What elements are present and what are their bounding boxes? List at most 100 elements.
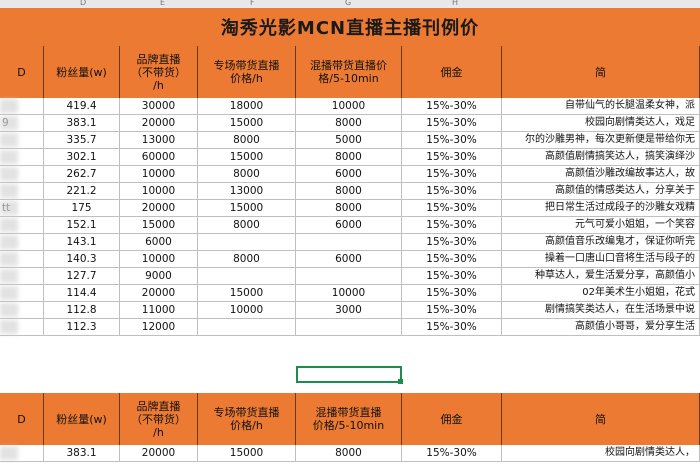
cell-fans[interactable]: 112.8 [44,302,120,318]
header-brand-live[interactable]: 品牌直播 （不带货）/h [120,393,198,445]
cell-special[interactable]: 8000 [198,217,296,233]
cell-name[interactable] [0,149,44,165]
cell-name[interactable] [0,183,44,199]
cell-desc[interactable]: 尔的沙雕男神，每次更新便是带给你无 [502,132,700,148]
cell-brand[interactable]: 60000 [120,149,198,165]
cell-mixed[interactable]: 10000 [296,285,402,301]
cell-desc[interactable]: 高颜值的情感类达人，分享关于 [502,183,700,199]
cell-brand[interactable]: 10000 [120,183,198,199]
cell-brand[interactable]: 10000 [120,166,198,182]
cell-commission[interactable]: 15%-30% [402,268,502,284]
cell-name[interactable] [0,166,44,182]
cell-fans[interactable]: 383.1 [44,115,120,131]
cell-brand[interactable]: 9000 [120,268,198,284]
cell-special[interactable]: 15000 [198,445,296,461]
header-special-live[interactable]: 专场带货直播 价格/h [198,393,296,445]
cell-desc[interactable]: 校园向剧情类达人，戏足 [502,115,700,131]
column-letter[interactable]: D [80,0,87,7]
cell-special[interactable]: 8000 [198,166,296,182]
header-intro[interactable]: 简 [502,393,700,445]
cell-commission[interactable]: 15%-30% [402,217,502,233]
cell-fans[interactable]: 140.3 [44,251,120,267]
cell-commission[interactable]: 15%-30% [402,319,502,335]
cell-mixed[interactable]: 3000 [296,302,402,318]
cell-brand[interactable]: 30000 [120,98,198,114]
cell-fans[interactable]: 143.1 [44,234,120,250]
cell-special[interactable]: 15000 [198,115,296,131]
cell-special[interactable]: 8000 [198,251,296,267]
cell-fans[interactable]: 114.4 [44,285,120,301]
cell-mixed[interactable]: 10000 [296,98,402,114]
cell-special[interactable] [198,319,296,335]
cell-fans[interactable]: 221.2 [44,183,120,199]
cell-selection[interactable] [296,366,402,383]
cell-brand[interactable]: 12000 [120,319,198,335]
cell-mixed[interactable]: 8000 [296,149,402,165]
cell-brand[interactable]: 13000 [120,132,198,148]
cell-name[interactable] [0,302,44,318]
cell-desc[interactable]: 高颜值小哥哥，爱分享生活 [502,319,700,335]
cell-commission[interactable]: 15%-30% [402,183,502,199]
cell-special[interactable]: 13000 [198,183,296,199]
cell-desc[interactable]: 把日常生活过成段子的沙雕女戏精 [502,200,700,216]
cell-desc[interactable]: 校园向剧情类达人， [502,445,700,461]
cell-fans[interactable]: 127.7 [44,268,120,284]
cell-commission[interactable]: 15%-30% [402,98,502,114]
cell-desc[interactable]: 高颜值剧情搞笑达人，搞笑演绎沙 [502,149,700,165]
cell-special[interactable]: 15000 [198,200,296,216]
cell-fans[interactable]: 335.7 [44,132,120,148]
cell-desc[interactable]: 自带仙气的长腿温柔女神，派 [502,98,700,114]
cell-mixed[interactable] [296,268,402,284]
cell-commission[interactable]: 15%-30% [402,302,502,318]
cell-commission[interactable]: 15%-30% [402,166,502,182]
header-mixed-live[interactable]: 混播带货直播价格/5-10min [296,393,402,445]
cell-brand[interactable]: 11000 [120,302,198,318]
header-id[interactable]: D [0,393,44,445]
cell-brand[interactable]: 6000 [120,234,198,250]
header-commission[interactable]: 佣金 [402,393,502,445]
header-fans[interactable]: 粉丝量(w) [44,46,120,98]
fill-handle[interactable] [398,379,403,384]
cell-special[interactable]: 15000 [198,149,296,165]
cell-mixed[interactable]: 8000 [296,115,402,131]
cell-desc[interactable]: 02年美术生小姐姐，花式 [502,285,700,301]
cell-special[interactable] [198,234,296,250]
cell-brand[interactable]: 20000 [120,200,198,216]
cell-desc[interactable]: 元气可爱小姐姐，一个笑容 [502,217,700,233]
cell-name[interactable] [0,268,44,284]
cell-fans[interactable]: 262.7 [44,166,120,182]
cell-special[interactable]: 15000 [198,285,296,301]
cell-commission[interactable]: 15%-30% [402,234,502,250]
cell-special[interactable]: 10000 [198,302,296,318]
cell-fans[interactable]: 383.1 [44,445,120,461]
cell-desc[interactable]: 操着一口唐山口音将生活与段子的 [502,251,700,267]
header-mixed-live[interactable]: 混播带货直播价格/5-10min [296,46,402,98]
cell-mixed[interactable]: 6000 [296,251,402,267]
cell-commission[interactable]: 15%-30% [402,149,502,165]
cell-brand[interactable]: 20000 [120,445,198,461]
header-fans[interactable]: 粉丝量(w) [44,393,120,445]
cell-name[interactable] [0,98,44,114]
cell-mixed[interactable]: 8000 [296,183,402,199]
cell-special[interactable]: 18000 [198,98,296,114]
cell-name[interactable] [0,217,44,233]
cell-mixed[interactable]: 8000 [296,445,402,461]
cell-brand[interactable]: 15000 [120,217,198,233]
cell-commission[interactable]: 15%-30% [402,132,502,148]
cell-name[interactable] [0,285,44,301]
cell-commission[interactable]: 15%-30% [402,445,502,461]
cell-fans[interactable]: 175 [44,200,120,216]
cell-fans[interactable]: 152.1 [44,217,120,233]
header-special-live[interactable]: 专场带货直播 价格/h [198,46,296,98]
cell-desc[interactable]: 种草达人，爱生活爱分享，高颜值小 [502,268,700,284]
cell-mixed[interactable]: 6000 [296,166,402,182]
cell-desc[interactable]: 剧情搞笑类达人，在生活场景中说 [502,302,700,318]
column-letter[interactable]: G [345,0,352,7]
cell-brand[interactable]: 20000 [120,285,198,301]
header-commission[interactable]: 佣金 [402,46,502,98]
column-letter[interactable]: H [452,0,459,7]
column-letter[interactable]: F [250,0,255,7]
cell-name[interactable] [0,251,44,267]
cell-special[interactable] [198,268,296,284]
